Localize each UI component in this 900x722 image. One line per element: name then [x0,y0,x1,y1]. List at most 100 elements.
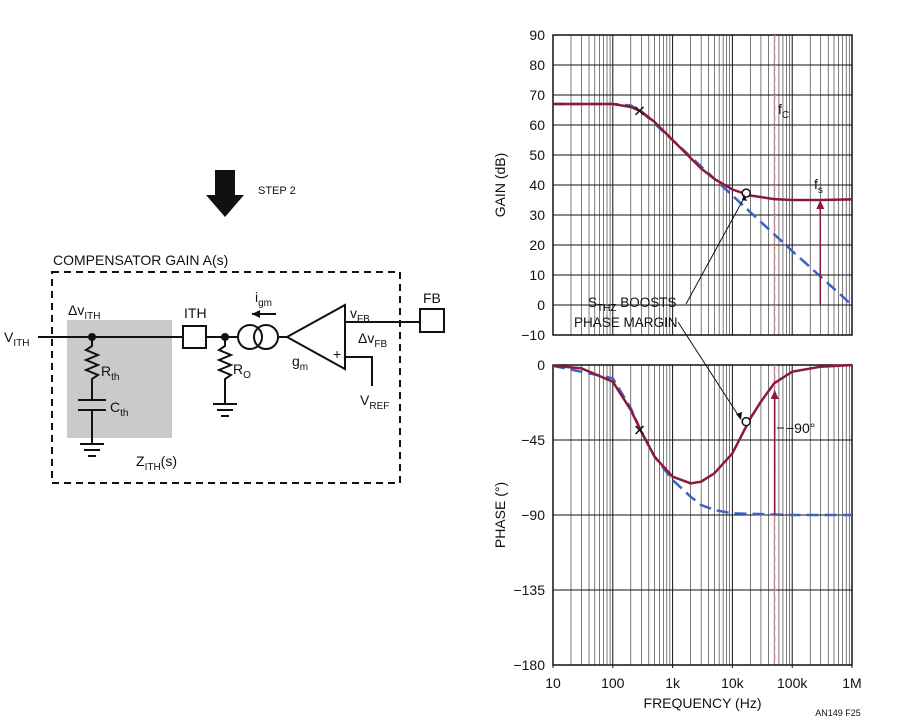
circuit-label-main: Z [136,453,145,469]
marker-cross [635,106,645,116]
circuit-label-main: R [101,363,111,379]
annotation-rest: BOOSTS [616,295,676,310]
annotation: −90° [786,420,815,436]
circuit-label: igm [255,289,272,309]
marker-circle [741,416,751,427]
y-tick-label: −45 [521,432,545,448]
circuit-label: RO [233,361,251,381]
z-ith-shade [67,320,172,438]
y-tick-label: 0 [537,357,545,373]
y-tick-label: 40 [529,177,545,193]
annotation: STHZ BOOSTS [588,295,676,314]
y-tick-label: −135 [513,582,545,598]
circuit-label-main: v [350,305,357,321]
circuit-label-main: g [292,353,300,369]
annotation-main: f [814,176,818,192]
circuit-label: ΔvFB [358,330,387,350]
circuit-label: vFB [350,305,370,325]
opamp [284,303,346,371]
circuit-label: ITH [184,305,207,321]
circuit-label-sub: m [300,362,308,373]
igm-arrow [252,310,260,318]
circuit-label-sub: REF [369,401,389,412]
circuit-label: FB [423,290,441,306]
annotation-main: S [588,295,597,310]
x-tick-label: 10 [545,675,561,691]
circuit-label-main: C [110,399,120,415]
plot [552,34,853,336]
circuit-label: COMPENSATOR GAIN A(s) [53,252,228,268]
circuit-label-main: COMPENSATOR GAIN A(s) [53,252,228,268]
circuit-label: ZITH(s) [136,453,177,473]
circuit-label: VITH [4,329,29,349]
circuit-label-sub: ITH [145,462,161,473]
y-tick-label: 60 [529,117,545,133]
x-axis-label: FREQUENCY (Hz) [644,695,762,711]
y-tick-label: 20 [529,237,545,253]
circuit-label: Cth [110,399,128,419]
annotation-main: f [778,101,782,117]
step-arrow-head [206,195,244,217]
series-line [552,363,853,485]
plot [552,364,853,668]
circuit-label-sub: ITH [13,338,29,349]
y-tick-label: 80 [529,57,545,73]
circuit-label-main: R [233,361,243,377]
y-axis-label: PHASE (°) [492,482,508,548]
ith-pin [182,325,207,349]
annotation: fs [814,176,823,196]
circuit-label-main: FB [423,290,441,306]
current-source [253,324,279,350]
current-source [237,324,263,350]
x-tick-label: 100 [601,675,625,691]
arrow-head [816,200,825,209]
circuit-label-main: Δv [68,302,84,318]
circuit-label-sub: th [111,372,119,383]
y-tick-label: 30 [529,207,545,223]
circuit-label-main: V [4,329,14,345]
annotation-main: −90° [786,420,815,436]
circuit-label-main: Δv [358,330,374,346]
circuit-label-main: STEP 2 [258,185,296,197]
circuit-label: gm [292,353,308,373]
compensator-box [51,271,401,484]
y-tick-label: −180 [513,657,545,673]
circuit-label-rest: (s) [161,453,177,469]
step-arrow-shaft [215,170,235,196]
leader [677,197,745,419]
leader [736,194,747,420]
x-tick-label: 1k [665,675,681,691]
circuit-label: STEP 2 [258,185,296,197]
y-axis-label: GAIN (dB) [492,153,508,218]
annotation: PHASE MARGIN [574,315,678,330]
circuit-label-main: + [333,346,341,362]
arrow-head [770,390,779,399]
plot-frame [552,34,853,336]
annotation-sub: THZ [597,303,616,314]
annotation-sub: s [818,185,823,196]
y-tick-label: 0 [537,297,545,313]
y-tick-label: 10 [529,267,545,283]
x-tick-label: 100k [777,675,808,691]
figure-id: AN149 F25 [815,708,861,718]
annotation-main: PHASE MARGIN [574,315,678,330]
circuit-label-sub: O [243,370,251,381]
circuit-label-sub: FB [357,314,370,325]
circuit-label: + [333,346,341,362]
y-tick-label: −90 [521,507,545,523]
circuit-label-main: ITH [184,305,207,321]
circuit-label: ΔvITH [68,302,100,322]
x-tick-label: 10k [721,675,745,691]
circuit-label: Rth [101,363,119,383]
circuit-label-main: V [360,392,370,408]
node [88,333,96,341]
y-tick-label: 70 [529,87,545,103]
ro-branch [213,337,237,417]
circuit-label-sub: th [120,408,128,419]
circuit-label-sub: ITH [84,311,100,322]
annotation: fC [778,101,789,121]
circuit-label-sub: FB [374,339,387,350]
y-tick-label: 50 [529,147,545,163]
circuit-label: VREF [360,392,389,412]
